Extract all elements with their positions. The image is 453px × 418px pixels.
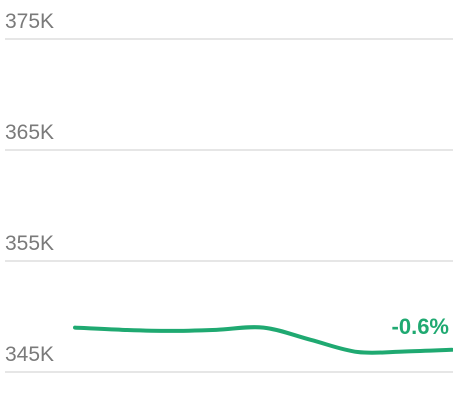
y-tick-label: 375K bbox=[5, 10, 54, 33]
y-tick-label: 365K bbox=[5, 121, 54, 144]
line bbox=[73, 325, 453, 355]
y-tick-label: 345K bbox=[5, 343, 54, 366]
y-tick-label: 355K bbox=[5, 232, 54, 255]
change-annotation: -0.6% bbox=[392, 314, 449, 339]
